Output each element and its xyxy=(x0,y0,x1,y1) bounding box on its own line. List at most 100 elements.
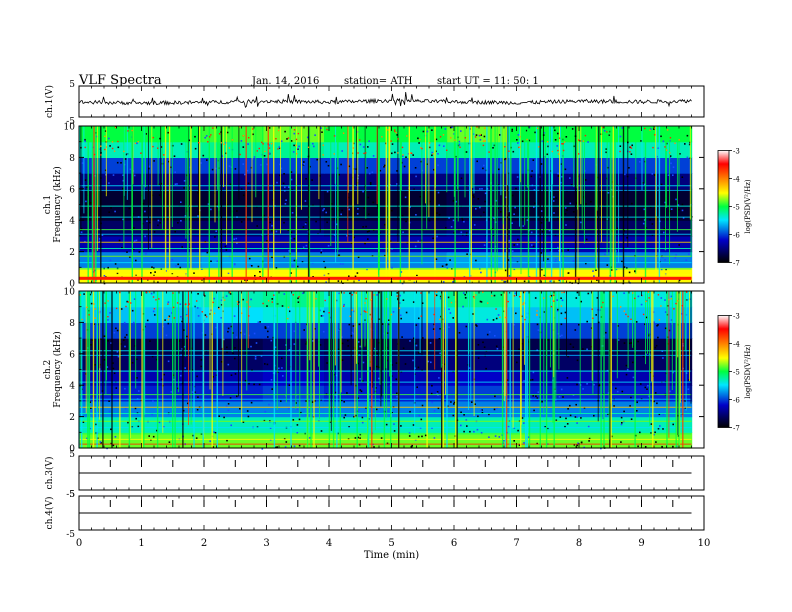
ch2-spec-speckle xyxy=(523,380,525,382)
ch1-spec-speckle xyxy=(116,161,119,164)
ch1-spec-cell xyxy=(630,126,693,143)
ch1-spec-speckle xyxy=(540,163,543,165)
ch2-spec-speckle xyxy=(320,315,323,317)
ch2-spec-hf-speckle xyxy=(612,295,614,298)
ch1-spec-speckle xyxy=(98,238,101,240)
ch1-spec-speckle xyxy=(580,221,582,224)
ch2-spec-speckle xyxy=(566,377,569,379)
ch1-spec-speckle xyxy=(339,263,342,265)
ch1-spec-speckle xyxy=(667,174,670,176)
ch1-spec-cell xyxy=(140,204,203,221)
ch1-spec-speckle xyxy=(479,206,481,209)
ch1-spec-speckle xyxy=(483,135,486,138)
ch2-spec-hf-speckle xyxy=(152,296,155,298)
ch2-spec-speckle xyxy=(567,408,569,410)
ch2-spec-speckle xyxy=(409,340,411,342)
ch1-spec-speckle xyxy=(280,167,283,170)
ch2-spec-cell xyxy=(507,416,570,433)
ch2-spec-hf-speckle xyxy=(522,303,524,306)
ch1-spec-speckle xyxy=(174,183,177,185)
ch1-spec-hf-speckle xyxy=(432,153,434,155)
ch1-spec-speckle xyxy=(532,245,535,248)
ch2-spec-speckle xyxy=(477,357,480,359)
ch1-spec-speckle xyxy=(80,227,83,230)
ch2-spec-hf-speckle xyxy=(153,308,156,310)
ch1-spec-speckle xyxy=(534,131,536,134)
ch1-spec-speckle xyxy=(171,258,173,261)
ch1-spec-cell xyxy=(630,235,693,253)
ch2-spec-speckle xyxy=(399,314,402,317)
ch1-spec-speckle xyxy=(112,174,115,176)
ch1-spec-speckle xyxy=(158,194,161,196)
ch1-spec-speckle xyxy=(623,266,626,268)
ch2-spec-speckle xyxy=(266,363,269,366)
ch1-spec-speckle xyxy=(337,254,340,257)
ch2-spec-speckle xyxy=(536,323,539,326)
ch2-spec-speckle xyxy=(90,410,92,412)
ch1-spec-cell xyxy=(140,126,203,143)
ch1-spec-hf-speckle xyxy=(268,147,271,149)
ch2-spec-speckle xyxy=(319,344,322,346)
ch1-spec-speckle xyxy=(200,162,202,164)
ch1-spec-hf-speckle xyxy=(652,146,654,149)
ch2-spec-speckle xyxy=(213,431,215,433)
ch2-spec-speckle xyxy=(446,405,449,407)
ch1-spec-speckle xyxy=(259,271,261,273)
ch1-spec-hf-speckle xyxy=(111,147,114,150)
ch1-spec-hf-speckle xyxy=(157,147,159,149)
ch1-spec-speckle xyxy=(206,251,209,254)
ch2-spec-speckle xyxy=(124,407,127,410)
ch2-spec-cell xyxy=(385,385,448,402)
ch1-spec-hf-speckle xyxy=(429,142,431,144)
ch2-spec-hf-speckle xyxy=(107,316,109,318)
ch1-spec-speckle xyxy=(514,206,516,209)
ch1-spec-speckle xyxy=(194,135,196,138)
ch2-spec-cell xyxy=(140,291,203,308)
ch2-spec-speckle xyxy=(543,405,546,408)
ch1-spec-speckle xyxy=(246,279,248,281)
ch2-spec-speckle xyxy=(295,394,298,397)
ch1-spec-hf-speckle xyxy=(220,142,223,144)
ch2-spec-speckle xyxy=(267,330,269,333)
ch2-spec-speckle xyxy=(296,432,299,434)
ch1-spec-speckle xyxy=(555,197,557,199)
ch2-spec-speckle xyxy=(346,392,348,394)
ch2-spec-speckle xyxy=(424,434,427,437)
ch1-spec-hf-speckle xyxy=(295,138,298,141)
ch2-spec-cell xyxy=(446,306,509,323)
ch1-spec-speckle xyxy=(492,234,495,237)
ch2-spec-speckle xyxy=(493,294,496,297)
ch2-spec-speckle xyxy=(270,339,273,342)
ch2-spec-speckle xyxy=(620,416,623,419)
ch2-spec-speckle xyxy=(590,327,593,329)
ch1-spec-speckle xyxy=(271,229,273,232)
ch1-spec-cell xyxy=(446,126,509,143)
ch1-spec-hf-speckle xyxy=(410,152,412,154)
ch2-spec-speckle xyxy=(123,321,126,324)
ch2-spec-speckle xyxy=(220,361,223,363)
ch2-spec-speckle xyxy=(544,426,546,428)
ch2-spec-speckle xyxy=(357,397,359,399)
ch2-spec-speckle xyxy=(266,305,268,307)
ch2-spec-hf-speckle xyxy=(396,295,398,297)
ch2-spec-speckle xyxy=(672,423,674,426)
ch2-spec-speckle xyxy=(417,435,420,438)
ch2-spec-speckle xyxy=(90,407,92,409)
ch2-spec-speckle xyxy=(116,329,119,332)
ch1-spec-speckle xyxy=(483,244,486,246)
ch2-spec-speckle xyxy=(433,323,435,326)
ch1-spec-speckle xyxy=(483,211,485,214)
ch1-spec-speckle xyxy=(312,142,314,145)
ch2-spec-cell xyxy=(140,385,203,402)
ch1-spec-speckle xyxy=(362,146,365,148)
ch1-spec-speckle xyxy=(460,231,463,234)
ch1-spec-speckle xyxy=(396,183,398,185)
ch2-spec-speckle xyxy=(213,297,215,300)
x-tick-label: 8 xyxy=(576,538,582,549)
ch1-spec-speckle xyxy=(240,140,243,142)
ch1-spec-hf-speckle xyxy=(93,153,96,156)
ch1-spec-speckle xyxy=(357,256,360,258)
ch1-spec-speckle xyxy=(365,225,367,228)
ch2-spec-speckle xyxy=(227,330,229,333)
ch2-spec-hf-speckle xyxy=(677,300,679,302)
